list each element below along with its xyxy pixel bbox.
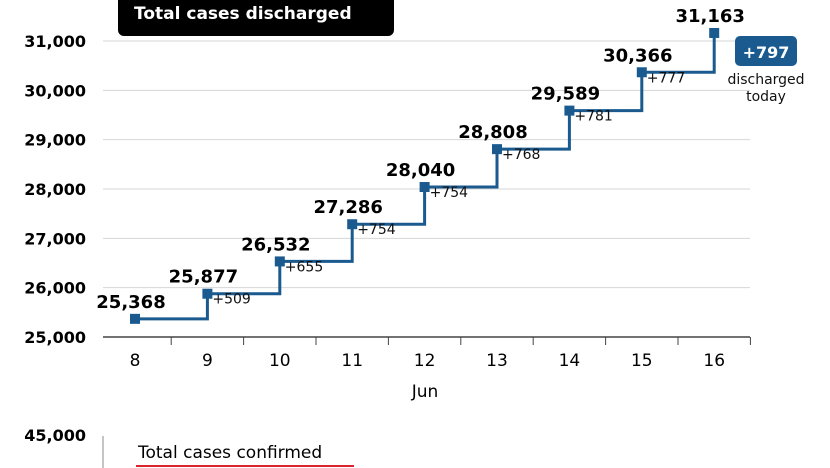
data-point: [274, 256, 285, 267]
y-tick-label: 28,000: [24, 180, 86, 199]
data-point: [130, 313, 140, 324]
chart-title-box: [118, 0, 394, 36]
value-label: 26,532: [241, 234, 310, 255]
value-label: 28,808: [458, 122, 527, 143]
data-point: [564, 105, 575, 116]
data-point: [419, 182, 430, 193]
x-tick-label: 16: [703, 351, 725, 371]
value-label: 27,286: [313, 197, 382, 218]
chart2-title: Total cases confirmed: [137, 443, 322, 463]
increment-label: +655: [285, 259, 323, 275]
y-tick-label: 27,000: [24, 229, 86, 248]
increment-label: +509: [212, 292, 250, 308]
today-caption-line1: discharged: [727, 72, 804, 88]
value-label: 28,040: [386, 160, 455, 181]
x-tick-label: 14: [559, 351, 581, 371]
increment-label: +754: [430, 185, 469, 201]
y-tick-label: 30,000: [24, 81, 86, 100]
y-axis: 25,000 26,000 27,000 28,000 29,000 30,000 31,0…: [24, 32, 86, 347]
y-tick-label: 25,000: [24, 328, 86, 347]
y-tick-label: 29,000: [24, 131, 86, 150]
today-badge-value: +797: [743, 43, 790, 62]
data-point: [492, 144, 502, 155]
value-label: 25,368: [96, 292, 165, 313]
increment-label: +777: [647, 70, 685, 86]
value-label: 31,163: [675, 6, 744, 27]
increment-label: +768: [502, 147, 540, 163]
x-tick-label: 15: [631, 351, 653, 371]
x-axis: 8 9 10 11 12 13 14 15 16: [130, 337, 751, 371]
x-tick-label: 11: [341, 351, 363, 371]
x-axis-title: Jun: [411, 382, 439, 402]
today-badge: [735, 36, 797, 66]
series-discharged: [130, 27, 720, 324]
value-label: 29,589: [531, 84, 600, 105]
chart-title: Total cases discharged: [134, 4, 352, 24]
data-point: [636, 67, 647, 78]
y-tick-label: 26,000: [24, 279, 86, 298]
y-tick-label: 31,000: [24, 32, 86, 51]
x-tick-label: 12: [414, 351, 436, 371]
value-label: 25,877: [169, 267, 238, 288]
increment-label: +781: [574, 109, 612, 125]
data-point: [709, 27, 720, 38]
x-tick-label: 8: [130, 351, 141, 371]
increment-label: +754: [357, 222, 396, 238]
x-tick-label: 10: [269, 351, 291, 371]
data-point: [202, 288, 213, 299]
today-caption-line2: today: [746, 89, 786, 105]
chart2-ytick-label: 45,000: [24, 426, 86, 445]
data-point: [347, 219, 358, 230]
value-label: 30,366: [603, 45, 672, 66]
x-tick-label: 13: [486, 351, 508, 371]
x-tick-label: 9: [202, 351, 213, 371]
